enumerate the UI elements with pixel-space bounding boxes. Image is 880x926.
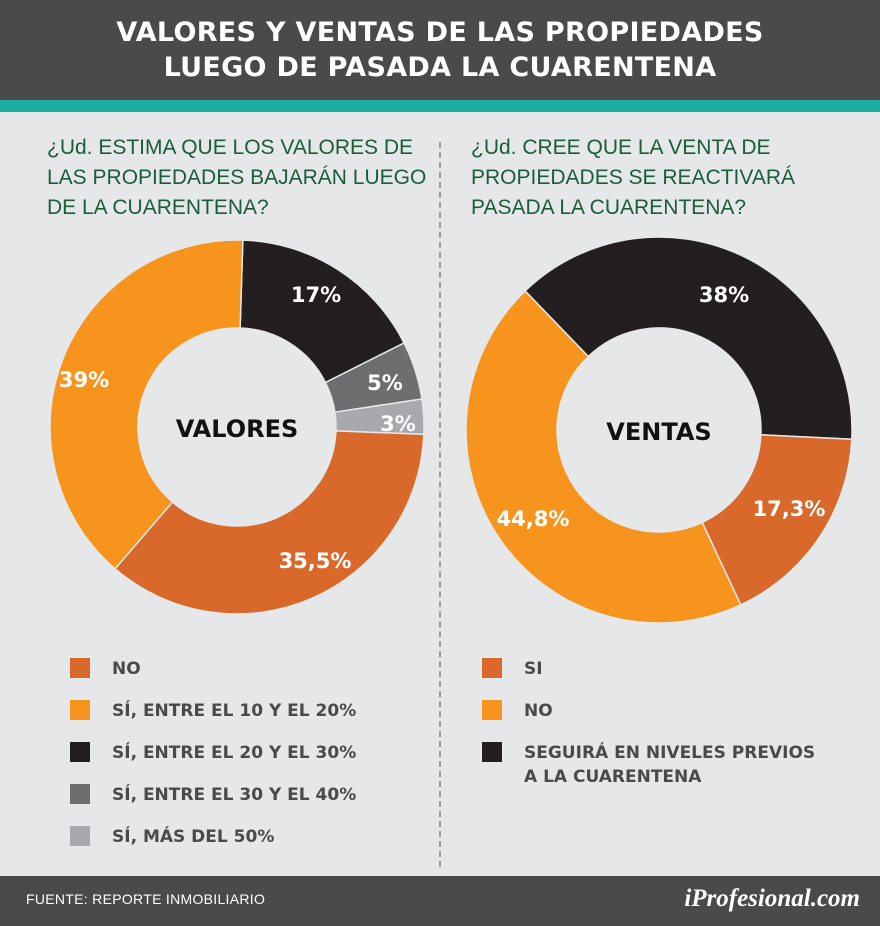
slice-value-label: 38% bbox=[699, 283, 749, 307]
question-ventas: ¿Ud. CREE QUE LA VENTA DE PROPIEDADES SE… bbox=[471, 133, 871, 223]
donut-slice bbox=[49, 239, 244, 570]
footer: FUENTE: REPORTE INMOBILIARIO iProfesiona… bbox=[0, 876, 880, 926]
legend-item: SÍ, ENTRE EL 10 Y EL 20% bbox=[70, 699, 356, 723]
question-valores: ¿Ud. ESTIMA QUE LOS VALORES DE LAS PROPI… bbox=[47, 133, 447, 223]
legend-item: SÍ, MÁS DEL 50% bbox=[70, 825, 274, 849]
question-line: ¿Ud. CREE QUE LA VENTA DE bbox=[471, 136, 771, 159]
source-note: FUENTE: REPORTE INMOBILIARIO bbox=[26, 891, 266, 907]
slice-value-label: 17% bbox=[291, 283, 341, 307]
legend-swatch bbox=[70, 742, 90, 762]
question-line: ¿Ud. ESTIMA QUE LOS VALORES DE bbox=[47, 136, 414, 159]
donut-chart-valores: 17% 5% 3% 35,5% 39% VALORES bbox=[49, 239, 425, 615]
question-line: DE LA CUARENTENA? bbox=[47, 196, 269, 219]
question-line: PASADA LA CUARENTENA? bbox=[471, 196, 747, 219]
legend-label: NO bbox=[524, 701, 553, 721]
question-line: PROPIEDADES SE REACTIVARÁ bbox=[471, 166, 796, 189]
legend-item: SI bbox=[482, 657, 543, 681]
legend-swatch bbox=[70, 784, 90, 804]
slice-value-label: 3% bbox=[380, 412, 416, 436]
donut-slice bbox=[114, 430, 425, 615]
legend-label: SÍ, ENTRE EL 10 Y EL 20% bbox=[112, 701, 357, 721]
legend-item: SÍ, ENTRE EL 30 Y EL 40% bbox=[70, 783, 356, 807]
accent-bar bbox=[0, 100, 880, 112]
slice-value-label: 39% bbox=[59, 368, 109, 392]
donut-center-label: VALORES bbox=[176, 415, 299, 443]
legend-label: SÍ, ENTRE EL 30 Y EL 40% bbox=[112, 785, 357, 805]
legend-item: SÍ, ENTRE EL 20 Y EL 30% bbox=[70, 741, 356, 765]
legend-swatch bbox=[70, 658, 90, 678]
legend-swatch bbox=[70, 700, 90, 720]
slice-value-label: 35,5% bbox=[279, 549, 352, 573]
donut-slice bbox=[701, 434, 853, 606]
donut-slice bbox=[239, 239, 406, 384]
slice-value-label: 17,3% bbox=[753, 497, 826, 521]
legend-label: SÍ, ENTRE EL 20 Y EL 30% bbox=[112, 743, 357, 763]
donut-center-label: VENTAS bbox=[606, 418, 711, 446]
legend-swatch bbox=[70, 826, 90, 846]
slice-value-label: 5% bbox=[367, 371, 403, 395]
legend-swatch bbox=[482, 700, 502, 720]
page-title-line-2: LUEGO DE PASADA LA CUARENTENA bbox=[163, 52, 717, 83]
header-banner: VALORES Y VENTAS DE LAS PROPIEDADES LUEG… bbox=[0, 0, 880, 100]
question-line: LAS PROPIEDADES BAJARÁN LUEGO bbox=[47, 166, 427, 189]
legend-item: NO bbox=[70, 657, 141, 681]
legend-label: SÍ, MÁS DEL 50% bbox=[112, 827, 275, 847]
legend-swatch bbox=[482, 742, 502, 762]
legend-label: NO bbox=[112, 659, 141, 679]
brand-logo: iProfesional.com bbox=[684, 885, 860, 912]
donut-chart-ventas: 38% 17,3% 44,8% VENTAS bbox=[465, 236, 853, 624]
legend-label: SEGUIRÁ EN NIVELES PREVIOS A LA CUARENTEN… bbox=[524, 743, 816, 787]
slice-value-label: 44,8% bbox=[497, 507, 570, 531]
legend-swatch bbox=[482, 658, 502, 678]
donut-slice bbox=[524, 236, 853, 441]
legend-item: SEGUIRÁ EN NIVELES PREVIOS A LA CUARENTEN… bbox=[482, 741, 815, 789]
donut-slice bbox=[465, 289, 742, 624]
column-divider bbox=[439, 142, 441, 867]
legend-label: SI bbox=[524, 659, 543, 679]
legend-item: NO bbox=[482, 699, 553, 723]
page-title-line-1: VALORES Y VENTAS DE LAS PROPIEDADES bbox=[116, 17, 764, 48]
